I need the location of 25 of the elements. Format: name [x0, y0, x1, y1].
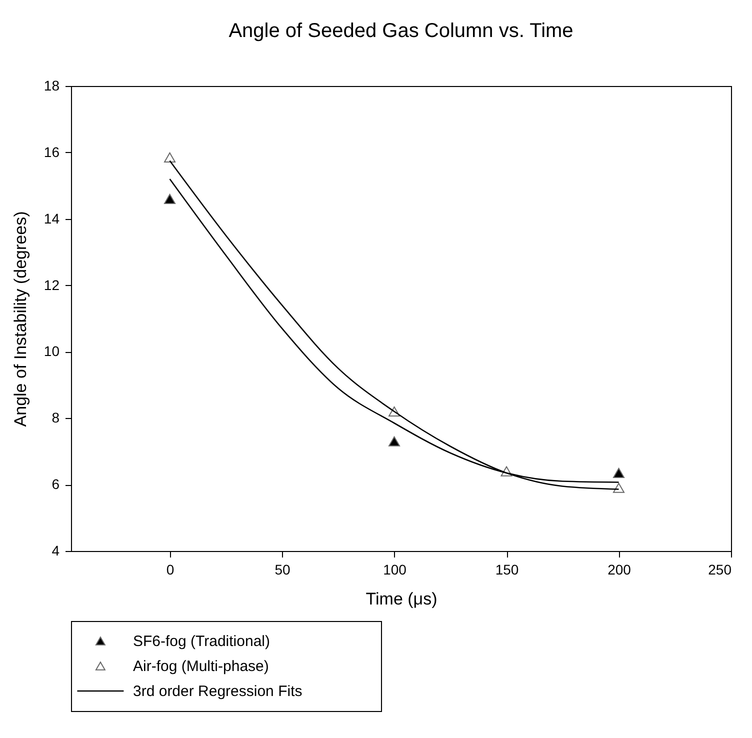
- x-tick-label: 0: [166, 562, 174, 578]
- x-tick-label: 250: [708, 562, 732, 578]
- chart-title: Angle of Seeded Gas Column vs. Time: [228, 20, 574, 42]
- point: [388, 436, 400, 446]
- y-tick-label: 8: [52, 410, 60, 426]
- point: [164, 152, 176, 162]
- x-axis-title: Time (μs): [366, 590, 438, 608]
- point: [164, 194, 176, 204]
- legend-label: 3rd order Regression Fits: [133, 683, 302, 700]
- point: [613, 468, 624, 478]
- y-tick-label: 6: [52, 476, 60, 492]
- y-axis-title: Angle of Instability (degrees): [10, 211, 30, 427]
- y-tick-label: 14: [44, 210, 60, 226]
- point: [613, 482, 624, 493]
- legend-label: Air-fog (Multi-phase): [133, 658, 269, 675]
- legend-label: SF6-fog (Traditional): [133, 633, 270, 650]
- x-tick-label: 50: [274, 562, 291, 578]
- y-tick-label: 16: [44, 144, 60, 160]
- y-tick-label: 10: [44, 343, 60, 360]
- x-tick-label: 200: [608, 562, 632, 578]
- y-tick-label: 18: [44, 78, 60, 94]
- x-tick-label: 150: [495, 562, 519, 578]
- y-tick-label: 12: [44, 276, 60, 293]
- y-tick-label: 4: [52, 542, 60, 558]
- x-tick-label: 100: [383, 562, 407, 578]
